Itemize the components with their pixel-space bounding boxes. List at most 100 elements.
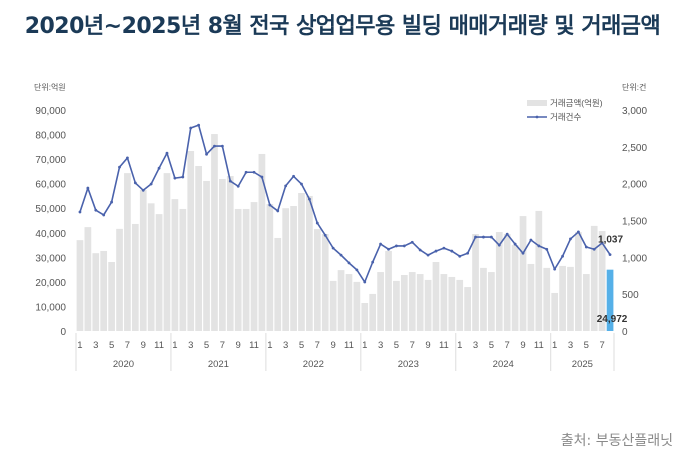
bar [187, 151, 195, 331]
line-marker [442, 246, 446, 250]
bar [551, 292, 559, 331]
year-label: 2022 [303, 359, 324, 370]
bar [511, 245, 519, 331]
bar [124, 173, 131, 331]
month-tick: 1 [362, 340, 367, 351]
bar [393, 280, 400, 331]
bar [472, 234, 479, 331]
bar [195, 165, 202, 331]
month-tick: 3 [188, 340, 193, 351]
annotation-count: 1,037 [598, 235, 623, 246]
month-tick: 7 [315, 340, 320, 351]
bar [598, 231, 606, 331]
right-axis-tick: 2,500 [622, 143, 647, 154]
line-marker [102, 213, 106, 217]
line-marker [505, 232, 509, 236]
bar [306, 195, 313, 331]
bar [448, 276, 456, 331]
left-axis-tick: 60,000 [35, 180, 66, 191]
bar [432, 261, 440, 331]
bar [361, 303, 369, 331]
line-marker [307, 197, 311, 201]
line-marker [450, 249, 454, 253]
month-tick: 9 [330, 340, 335, 351]
bar [369, 293, 377, 331]
line-marker [371, 260, 375, 264]
bar [543, 267, 551, 331]
line-marker [244, 170, 248, 174]
bar [211, 134, 218, 331]
legend-bar-label: 거래금액(억원) [550, 98, 603, 108]
month-tick: 11 [534, 340, 544, 351]
bar [226, 176, 234, 331]
bar [84, 227, 92, 331]
line-marker [236, 184, 240, 188]
left-axis-tick: 70,000 [35, 155, 66, 166]
legend-line-label: 거래건수 [550, 112, 581, 122]
line-marker [395, 244, 398, 248]
chart-area: 단위:억원 단위:건 0 10,000 20,000 30,000 40,000 50,000… [30, 70, 655, 390]
bar [456, 279, 464, 331]
chart-title: 2020년~2025년 8월 전국 상업업무용 빌딩 매매거래량 및 거래금액 [24, 14, 661, 39]
month-tick: 1 [552, 340, 557, 351]
bar [258, 153, 266, 331]
line-marker [339, 253, 343, 257]
line-marker [118, 165, 121, 169]
bar [234, 208, 242, 331]
line-marker [482, 235, 485, 239]
line-marker [426, 253, 430, 257]
line-marker [355, 268, 359, 272]
line-marker [529, 238, 533, 242]
left-axis-tick: 30,000 [35, 253, 66, 264]
line-marker [181, 175, 185, 179]
line-marker [553, 267, 557, 271]
line-marker [489, 235, 493, 239]
bar [266, 204, 274, 331]
line-marker [300, 182, 303, 186]
line-marker [474, 235, 477, 239]
bar [242, 208, 250, 331]
right-axis-unit: 단위:건 [622, 82, 646, 92]
line-marker [149, 182, 153, 186]
bar [408, 272, 416, 331]
right-axis-tick: 1,500 [622, 217, 647, 228]
month-tick: 9 [520, 340, 525, 351]
line-marker [418, 248, 422, 252]
line-marker [228, 179, 232, 183]
bar [385, 250, 392, 331]
source-credit: 출처: 부동산플래닛 [560, 433, 673, 449]
line-marker [584, 245, 588, 249]
year-label: 2025 [572, 359, 593, 370]
line-marker [600, 241, 604, 245]
line-marker [276, 209, 280, 213]
line-marker [608, 253, 612, 257]
month-tick: 3 [473, 340, 478, 351]
line-marker [537, 244, 541, 248]
bar [155, 214, 163, 331]
right-axis-tick: 2,000 [622, 180, 647, 191]
left-axis-tick: 90,000 [35, 106, 66, 117]
month-tick: 5 [584, 340, 589, 351]
line-marker [410, 240, 414, 244]
line-marker [513, 242, 517, 246]
line-marker [78, 210, 82, 214]
bar [329, 280, 337, 331]
line-marker [458, 254, 462, 258]
month-tick: 9 [236, 340, 241, 351]
month-tick: 7 [220, 340, 225, 351]
line-marker [466, 251, 470, 255]
month-tick: 11 [439, 340, 449, 351]
bar [535, 210, 543, 331]
line-marker [165, 151, 169, 155]
bar [203, 180, 210, 331]
line-marker [545, 247, 549, 251]
bar [76, 240, 84, 331]
month-tick: 3 [568, 340, 573, 351]
line-marker [284, 184, 288, 188]
bar [559, 265, 566, 331]
month-tick: 7 [125, 340, 130, 351]
bar [163, 173, 171, 331]
bar [321, 234, 329, 331]
line-marker [434, 249, 438, 253]
line-marker [387, 247, 390, 251]
